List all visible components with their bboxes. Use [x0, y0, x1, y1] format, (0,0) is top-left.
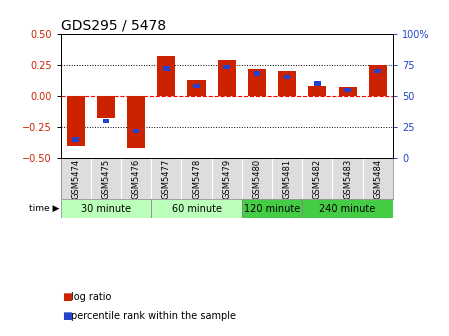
Bar — [248, 69, 266, 96]
Bar — [344, 88, 351, 92]
Bar — [188, 80, 206, 96]
Text: 120 minute: 120 minute — [244, 204, 300, 214]
Text: 240 minute: 240 minute — [319, 204, 376, 214]
Text: ■: ■ — [62, 311, 72, 321]
Bar — [284, 75, 291, 79]
Text: time ▶: time ▶ — [29, 204, 59, 213]
Bar — [163, 66, 170, 71]
Bar — [193, 84, 200, 88]
Bar — [254, 71, 260, 76]
Bar — [314, 81, 321, 86]
Text: GSM5476: GSM5476 — [132, 159, 141, 199]
Bar — [127, 96, 145, 148]
Bar — [218, 60, 236, 96]
Bar — [61, 199, 151, 218]
Text: GSM5481: GSM5481 — [283, 159, 292, 199]
Bar — [369, 65, 387, 96]
Text: GSM5484: GSM5484 — [373, 159, 382, 199]
Text: GSM5482: GSM5482 — [313, 159, 322, 199]
Text: GSM5483: GSM5483 — [343, 159, 352, 199]
Bar — [66, 96, 85, 146]
Bar — [97, 96, 115, 118]
Text: GSM5474: GSM5474 — [71, 159, 80, 199]
Bar — [278, 71, 296, 96]
Bar — [374, 69, 381, 73]
Text: percentile rank within the sample: percentile rank within the sample — [71, 311, 236, 321]
Bar — [242, 199, 302, 218]
Bar — [157, 56, 176, 96]
Bar — [224, 65, 230, 70]
Bar — [103, 119, 109, 123]
Text: log ratio: log ratio — [71, 292, 111, 302]
Text: 30 minute: 30 minute — [81, 204, 131, 214]
Text: GSM5478: GSM5478 — [192, 159, 201, 199]
Bar — [308, 86, 326, 96]
Text: GSM5477: GSM5477 — [162, 159, 171, 199]
Text: GDS295 / 5478: GDS295 / 5478 — [61, 18, 166, 33]
Text: ■: ■ — [62, 292, 72, 302]
Text: GSM5480: GSM5480 — [252, 159, 261, 199]
Bar — [72, 137, 79, 142]
Text: GSM5475: GSM5475 — [101, 159, 110, 199]
Bar — [133, 129, 140, 133]
Bar — [302, 199, 393, 218]
Bar — [151, 199, 242, 218]
Text: GSM5479: GSM5479 — [222, 159, 231, 199]
Bar — [339, 87, 357, 96]
Text: 60 minute: 60 minute — [172, 204, 221, 214]
